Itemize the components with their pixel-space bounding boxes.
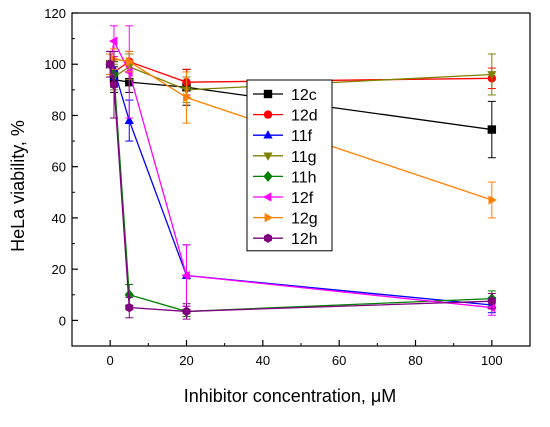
y-tick-label: 60 bbox=[52, 160, 66, 175]
y-tick-label: 0 bbox=[59, 313, 66, 328]
data-point bbox=[487, 71, 497, 80]
legend-item-12h: 12h bbox=[253, 231, 318, 248]
data-point bbox=[108, 36, 118, 46]
legend-marker bbox=[263, 152, 273, 161]
data-point bbox=[182, 306, 191, 317]
legend-item-12g: 12g bbox=[253, 211, 318, 228]
legend-box bbox=[246, 79, 333, 252]
legend-marker bbox=[263, 130, 273, 139]
x-tick-label: 60 bbox=[332, 353, 346, 368]
x-axis-label: Inhibitor concentration, μM bbox=[184, 386, 396, 406]
data-point bbox=[181, 270, 190, 281]
legend-item-12f: 12f bbox=[253, 190, 314, 207]
legend-item-11h: 11h bbox=[253, 169, 317, 186]
legend-label: 12c bbox=[291, 87, 317, 104]
data-point bbox=[488, 195, 497, 205]
data-point bbox=[487, 296, 496, 306]
series-12h bbox=[106, 50, 496, 320]
series-line bbox=[109, 60, 492, 83]
legend: 12c 12d 11f 11g 11h 12f 12g 12h bbox=[246, 79, 333, 252]
legend-label: 12d bbox=[291, 108, 318, 125]
legend-label: 12g bbox=[291, 211, 318, 228]
data-point bbox=[109, 80, 118, 90]
legend-marker bbox=[263, 233, 273, 243]
x-tick-label: 20 bbox=[179, 353, 193, 368]
legend-label: 12f bbox=[291, 190, 314, 207]
y-tick-label: 40 bbox=[52, 211, 66, 226]
legend-marker bbox=[264, 212, 274, 223]
data-point bbox=[106, 59, 115, 69]
legend-marker bbox=[263, 89, 273, 99]
data-point bbox=[487, 125, 497, 134]
data-point bbox=[125, 302, 134, 313]
legend-item-12d: 12d bbox=[253, 108, 318, 125]
x-tick-label: 80 bbox=[408, 353, 422, 368]
legend-item-11f: 11f bbox=[253, 128, 313, 145]
y-tick-label: 20 bbox=[52, 262, 66, 277]
legend-item-12c: 12c bbox=[253, 87, 317, 104]
legend-label: 12h bbox=[291, 231, 318, 248]
y-axis-label: HeLa viability, % bbox=[8, 120, 28, 252]
y-tick-label: 120 bbox=[44, 6, 66, 21]
data-point bbox=[486, 302, 496, 313]
y-tick-label: 100 bbox=[44, 57, 66, 72]
x-tick-label: 40 bbox=[256, 353, 270, 368]
legend-marker bbox=[263, 170, 273, 182]
legend-label: 11f bbox=[291, 128, 313, 145]
data-point bbox=[183, 92, 192, 103]
axes: 0 20 40 60 80 100 0 20 40 60 80 100 120 bbox=[44, 6, 531, 368]
legend-item-11g: 11g bbox=[253, 149, 317, 166]
y-tick-label: 80 bbox=[52, 108, 66, 123]
data-point bbox=[125, 57, 135, 67]
x-tick-label: 100 bbox=[481, 353, 503, 368]
x-tick-label: 0 bbox=[107, 353, 114, 368]
legend-label: 11h bbox=[291, 169, 317, 186]
legend-marker bbox=[263, 110, 273, 119]
data-point bbox=[124, 115, 134, 124]
legend-label: 11g bbox=[291, 149, 317, 166]
legend-marker bbox=[262, 192, 272, 202]
